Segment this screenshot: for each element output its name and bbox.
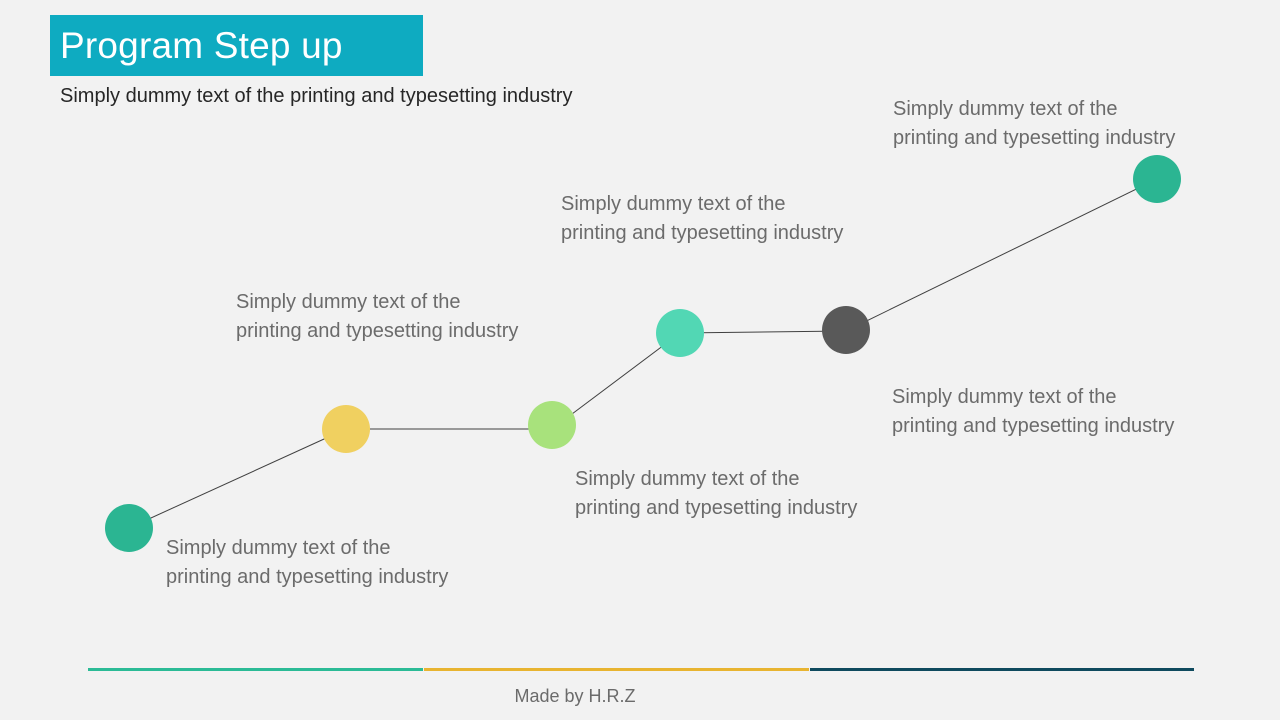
step-node-3	[528, 401, 576, 449]
connector-line-4	[679, 330, 847, 334]
title-banner: Program Step up	[50, 15, 423, 76]
connector-line-1	[128, 428, 347, 529]
footer-credit: Made by H.R.Z	[514, 686, 636, 706]
footer-line-teal	[88, 668, 423, 671]
connector-line-5	[845, 178, 1158, 332]
page-subtitle: Simply dummy text of the printing and ty…	[60, 85, 573, 107]
step-label-1: Simply dummy text of the printing and ty…	[166, 537, 449, 588]
step-node-5	[822, 306, 870, 354]
connector-lines	[128, 178, 1158, 529]
connector-line-3	[551, 332, 681, 430]
step-label-3: Simply dummy text of the printing and ty…	[575, 468, 858, 519]
step-node-1	[105, 504, 153, 552]
step-label-6: Simply dummy text of the printing and ty…	[893, 98, 1176, 149]
step-label-5: Simply dummy text of the printing and ty…	[892, 386, 1175, 437]
step-node-6	[1133, 155, 1181, 203]
step-label-4: Simply dummy text of the printing and ty…	[561, 193, 844, 244]
step-node-2	[322, 405, 370, 453]
footer-line-navy	[810, 668, 1194, 671]
step-label-2: Simply dummy text of the printing and ty…	[236, 291, 519, 342]
page-title: Program Step up	[60, 24, 343, 66]
step-node-4	[656, 309, 704, 357]
footer-line-gold	[424, 668, 809, 671]
